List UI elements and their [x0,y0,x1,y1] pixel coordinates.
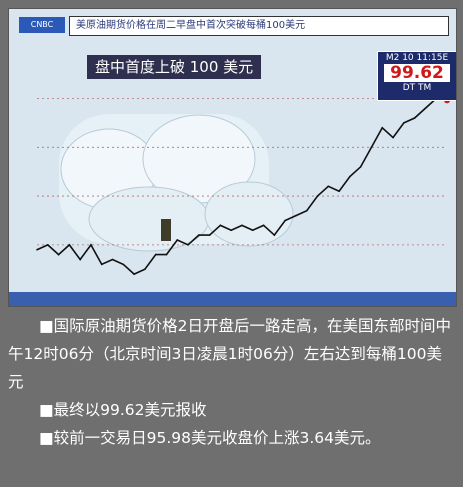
price-point [79,258,81,261]
price-value: 99.62 [384,64,450,82]
price-point [251,229,254,232]
price-point [370,146,373,149]
price-point [90,244,92,246]
time-axis-bar [9,292,456,306]
price-point [57,253,60,256]
caption-paragraph-3: ■较前一交易日95.98美元收盘价上涨3.64美元。 [39,429,381,447]
price-point [68,244,71,246]
price-point [424,107,427,110]
price-point [176,239,179,241]
price-point [338,190,340,192]
price-point [392,136,394,139]
price-point [305,209,308,212]
price-point [284,219,286,222]
price-point [133,273,135,275]
price-point [295,214,297,217]
oil-barrels-illustration [59,114,294,252]
headline-box: 盘中首度上破 100 美元 [87,55,262,79]
price-point [100,263,103,266]
price-point [273,234,276,236]
price-point [349,175,351,178]
price-chart [9,97,456,306]
price-point [316,195,319,197]
caption-paragraph-1: ■国际原油期货价格2日开盘后一路走高，在美国东部时间中午12时06分（北京时间3… [8,317,452,391]
price-point [219,224,222,227]
price-point [165,253,168,256]
price-point [208,234,211,236]
price-point [111,258,114,261]
price-point [403,122,405,124]
caption-paragraph-2: ■最终以99.62美元报收 [39,401,207,419]
price-point [241,224,243,227]
price-point [381,126,384,129]
price-point [187,244,189,246]
price-box-suffix: DT TM [402,83,432,93]
price-box-label: M2 10 11:15E [385,53,449,63]
price-point [36,248,38,251]
price-point [413,117,416,119]
price-point [359,166,362,168]
price-box: M2 10 11:15E 99.62 DT TM [377,51,456,101]
caption-text: ■国际原油期货价格2日开盘后一路走高，在美国东部时间中午12时06分（北京时间3… [8,312,455,452]
price-point [198,234,200,236]
price-point [154,253,157,256]
price-point [122,263,125,266]
price-point [144,268,146,271]
price-point [262,224,265,227]
price-point [230,229,233,232]
price-point [46,244,49,246]
chart-panel: CNBC 美原油期货价格在周二早盘中首次突破每桶100美元 盘中首度上破 100… [8,8,457,307]
chart-top-title: 美原油期货价格在周二早盘中首次突破每桶100美元 [69,16,449,36]
price-point [327,185,330,188]
source-logo: CNBC [19,17,65,33]
